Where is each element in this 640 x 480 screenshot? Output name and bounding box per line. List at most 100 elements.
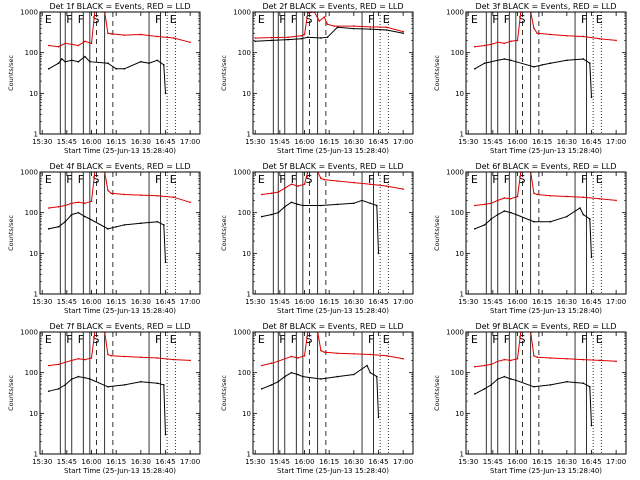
y-tick-label: 100 [238, 369, 251, 377]
series-line-events [474, 207, 592, 258]
x-tick-label: 15:30 [245, 458, 265, 466]
data-point-lld [582, 35, 585, 38]
flag-letter: E [596, 173, 603, 186]
chart-title: Det 9f BLACK = Events, RED = LLD [475, 322, 616, 331]
x-tick-label: 15:45 [270, 298, 290, 306]
flag-letter: F [291, 333, 297, 346]
data-point-lld [189, 359, 191, 362]
x-tick-label: 16:00 [507, 138, 527, 146]
data-point-lld [320, 177, 322, 180]
y-tick-label: 100 [451, 49, 464, 57]
data-point-lld [353, 353, 355, 355]
data-point-lld [385, 26, 388, 29]
data-point-events [64, 384, 67, 386]
data-point-events [503, 58, 506, 60]
data-point-events [107, 385, 109, 388]
flag-letter: E [45, 173, 52, 186]
chart-title: Det 6f BLACK = Events, RED = LLD [475, 162, 616, 171]
data-point-lld [123, 34, 126, 36]
y-tick-label: 10 [455, 90, 464, 98]
data-point-events [277, 211, 280, 214]
chart-title: Det 3f BLACK = Events, RED = LLD [475, 2, 616, 11]
data-point-lld [123, 193, 126, 196]
data-point-events [64, 60, 67, 63]
plot-frame [39, 331, 201, 455]
data-point-lld [510, 359, 512, 362]
y-tick-label: 1000 [446, 9, 464, 17]
x-tick-label: 17:00 [606, 138, 626, 146]
flag-letter: F [279, 173, 285, 186]
data-point-lld [510, 40, 512, 43]
data-point-events [77, 375, 80, 378]
x-tick-label: 15:30 [32, 298, 52, 306]
data-point-lld [473, 365, 476, 368]
data-point-events [320, 37, 322, 39]
data-point-events [89, 378, 91, 380]
data-point-lld [140, 33, 142, 36]
data-point-events [290, 201, 293, 204]
flag-letter: F [155, 173, 161, 186]
x-axis-label: Start Time (25-Jun-13 15:28:40) [490, 467, 602, 475]
x-tick-label: 15:45 [483, 298, 503, 306]
data-point-lld [402, 357, 404, 360]
data-point-lld [47, 364, 50, 367]
x-axis-label: Start Time (25-Jun-13 15:28:40) [64, 467, 176, 475]
data-point-events [490, 384, 493, 386]
data-point-lld [77, 44, 80, 47]
flag-letter: S [306, 333, 313, 346]
x-tick-label: 17:00 [606, 458, 626, 466]
data-point-lld [254, 37, 256, 39]
data-point-events [164, 433, 167, 436]
x-tick-label: 15:30 [32, 458, 52, 466]
y-tick-label: 1 [247, 291, 251, 299]
data-point-events [579, 207, 581, 209]
chart-title: Det 2f BLACK = Events, RED = LLD [262, 2, 403, 11]
data-point-lld [536, 356, 539, 359]
data-point-lld [47, 44, 50, 47]
data-point-lld [566, 195, 568, 198]
chart-title: Det 1f BLACK = Events, RED = LLD [49, 2, 190, 11]
y-tick-label: 1 [460, 131, 464, 139]
data-point-lld [353, 181, 355, 184]
data-point-events [515, 60, 517, 63]
data-point-events [353, 202, 355, 205]
flag-letter: F [279, 333, 285, 346]
x-tick-label: 16:45 [581, 298, 601, 306]
data-point-lld [306, 12, 309, 14]
flag-letter: E [258, 333, 265, 346]
x-tick-label: 17:00 [393, 138, 413, 146]
data-point-lld [297, 185, 299, 187]
data-point-events [297, 203, 299, 206]
x-tick-label: 16:00 [507, 298, 527, 306]
flag-letter: F [66, 13, 72, 26]
data-point-events [589, 62, 591, 65]
y-tick-label: 1000 [233, 9, 251, 17]
data-point-lld [303, 354, 306, 357]
data-point-events [287, 38, 289, 41]
data-point-lld [107, 189, 109, 192]
data-point-lld [303, 183, 306, 186]
data-point-events [515, 213, 517, 216]
data-point-lld [277, 191, 280, 193]
x-tick-label: 15:30 [458, 138, 478, 146]
data-point-lld [483, 203, 486, 206]
chart-panel-7: Det 7f BLACK = Events, RED = LLD Counts/s… [7, 322, 201, 475]
data-point-events [336, 203, 339, 206]
data-point-lld [123, 355, 126, 358]
data-point-events [402, 32, 404, 35]
flag-letter: F [581, 13, 587, 26]
flag-letter: S [93, 13, 100, 26]
y-axis-label: Counts/sec [7, 215, 15, 251]
data-point-events [115, 68, 117, 70]
flag-letter: E [170, 333, 177, 346]
data-point-events [503, 375, 506, 378]
data-point-events [369, 202, 372, 205]
series-line-events [255, 26, 404, 42]
data-point-lld [536, 32, 539, 35]
x-tick-label: 17:00 [393, 298, 413, 306]
data-point-lld [110, 192, 113, 195]
data-point-lld [385, 185, 388, 187]
data-point-events [290, 371, 293, 374]
